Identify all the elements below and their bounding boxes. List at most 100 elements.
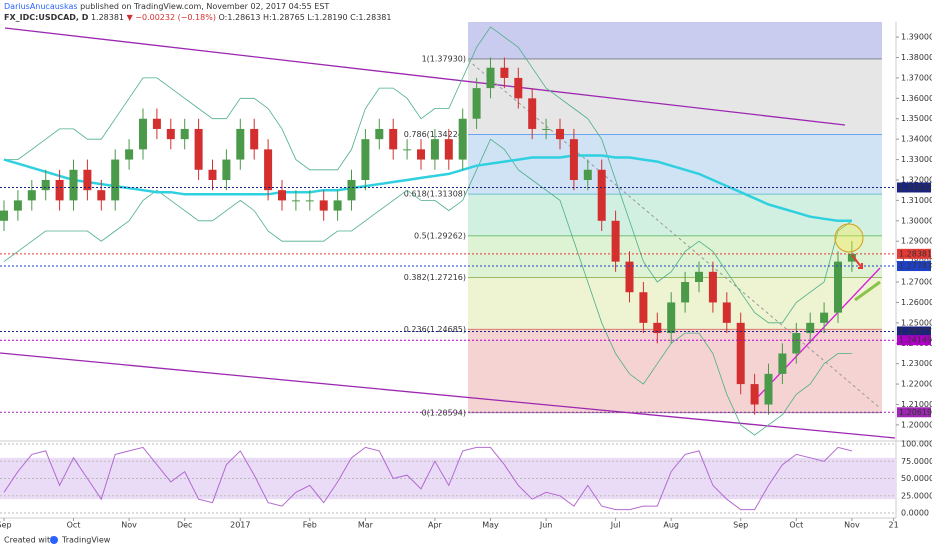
candle-body xyxy=(458,118,467,160)
symbol-line: FX_IDC:USDCAD, D 1.28381 ▼ −0.00232 (−0.… xyxy=(4,13,391,22)
y-tick-label: 1.36000 xyxy=(901,94,932,103)
y-tick-label: 1.35000 xyxy=(901,114,932,123)
y-tick-label: 1.39000 xyxy=(901,33,932,42)
candle-body xyxy=(375,128,384,140)
trend-line xyxy=(754,267,881,401)
price-tag xyxy=(897,182,931,193)
candle-body xyxy=(278,190,286,201)
y-tick-label: 1.31000 xyxy=(901,196,932,205)
fib-zone xyxy=(468,194,882,236)
price-tag xyxy=(897,326,931,337)
candle-body xyxy=(806,322,815,334)
x-tick-label: Nov xyxy=(844,521,860,530)
candle-body xyxy=(361,139,370,180)
candle-body xyxy=(194,128,203,170)
candle-body xyxy=(69,169,78,201)
footer-brand: TradingView xyxy=(61,536,111,545)
x-tick-label: Nov xyxy=(121,521,137,530)
candle-body xyxy=(264,149,273,191)
price-tag-label: 1.20619 xyxy=(899,408,932,417)
candle-body xyxy=(528,98,537,129)
author: DariusAnucauskas xyxy=(4,2,78,11)
y-tick-label: 1.30000 xyxy=(901,216,932,225)
x-tick-label: Jun xyxy=(539,521,553,530)
candle-body xyxy=(27,190,36,201)
fib-label: 0.382(1.27216) xyxy=(404,273,466,282)
candle-body xyxy=(847,253,856,262)
candle-body xyxy=(653,322,662,334)
candle-body xyxy=(236,128,245,160)
price-tag-label: 1.28381 xyxy=(899,249,932,258)
price-tag-label: 1.24149 xyxy=(899,336,932,345)
y-tick-label: 1.38000 xyxy=(901,53,932,62)
y-tick-label: 1.22000 xyxy=(901,380,932,389)
y-tick-label: 1.27000 xyxy=(901,278,932,287)
y-tick-label: 1.20000 xyxy=(901,420,932,429)
candle-body xyxy=(417,149,425,160)
candle-body xyxy=(750,384,759,405)
candle-body xyxy=(792,333,801,354)
candle-body xyxy=(639,292,648,323)
candle-body xyxy=(736,322,745,385)
candle-body xyxy=(542,128,551,130)
x-tick-label: 21 xyxy=(889,521,899,530)
stoch-tick-label: 50.0000 xyxy=(901,474,932,483)
up-arrow xyxy=(854,280,881,302)
y-tick-label: 1.32000 xyxy=(901,175,932,184)
candle-body xyxy=(347,179,356,201)
candle-body xyxy=(250,128,259,150)
candle-body xyxy=(222,159,231,180)
fib-zone xyxy=(468,235,882,278)
band-line xyxy=(4,26,853,324)
x-tick-label: Mar xyxy=(358,521,374,530)
candle-body xyxy=(333,200,342,211)
candle-body xyxy=(97,190,106,201)
publish-line: DariusAnucauskas published on TradingVie… xyxy=(4,2,329,11)
price-tag-label: 1.27783 xyxy=(899,262,932,271)
ma-line xyxy=(3,154,852,223)
last: 1.28381 xyxy=(91,13,124,22)
y-tick-label: 1.37000 xyxy=(901,73,932,82)
y-tick-label: 1.34000 xyxy=(901,135,932,144)
published: published on TradingView.com, November 0… xyxy=(80,2,329,11)
fib-zones: 1(1.37930)0.786(1.34224)0.618(1.31308)0.… xyxy=(404,22,882,417)
y-tick-label: 1.21000 xyxy=(901,400,932,409)
y-tick-label: 1.33000 xyxy=(901,155,932,164)
price-tag xyxy=(897,335,931,346)
candle-body xyxy=(305,200,314,202)
candle-body xyxy=(681,282,690,303)
price-tag xyxy=(897,407,931,418)
x-tick-label: Feb xyxy=(303,521,317,530)
channel-line xyxy=(0,352,896,439)
fib-label: 0(1.20594) xyxy=(422,408,466,417)
fib-zone xyxy=(468,58,882,135)
x-tick-label: Oct xyxy=(789,521,803,530)
footer-text: Created with xyxy=(4,536,55,545)
candle-body xyxy=(389,128,398,150)
candle-body xyxy=(764,373,773,405)
candle-body xyxy=(722,302,731,323)
y-tick-label: 1.25000 xyxy=(901,318,932,327)
x-tick-label: 2017 xyxy=(230,521,250,530)
price-tag-label: 1.31632 xyxy=(899,183,932,192)
fib-zone xyxy=(468,134,882,195)
candle-body xyxy=(291,200,300,202)
candle-body xyxy=(834,261,842,313)
x-tick-label: Apr xyxy=(428,521,443,530)
x-tick-label: Dec xyxy=(177,521,192,530)
price-tag xyxy=(897,261,931,272)
x-tick-label: May xyxy=(482,521,499,530)
x-tick-label: Jul xyxy=(610,521,621,530)
stoch-tick-label: 0.0000 xyxy=(901,509,929,518)
fib-label: 0.236(1.24685) xyxy=(404,325,466,334)
candle-body xyxy=(125,149,134,160)
candle-body xyxy=(139,118,147,150)
candle-body xyxy=(486,67,495,89)
candle-body xyxy=(319,200,328,211)
candle-body xyxy=(152,118,161,129)
down-arrow xyxy=(851,254,863,269)
x-tick-label: Oct xyxy=(67,521,81,530)
candle-body xyxy=(430,139,439,160)
price-tag xyxy=(897,248,931,259)
